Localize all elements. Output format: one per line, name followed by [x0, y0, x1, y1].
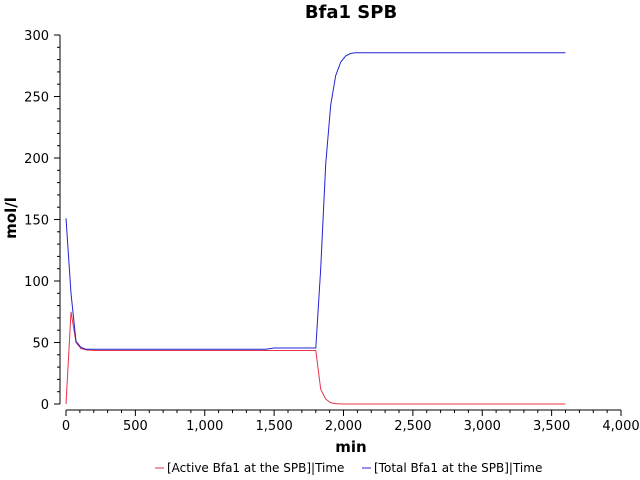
- x-tick-label: 3,500: [533, 419, 570, 434]
- series-layer: [65, 52, 566, 405]
- x-tick-label: 500: [123, 419, 148, 434]
- y-tick-label: 0: [41, 398, 49, 413]
- x-tick-label: 4,000: [602, 419, 639, 434]
- x-tick-label: 2,000: [325, 419, 362, 434]
- x-axis-label: min: [335, 438, 366, 456]
- axes: 0 500 1,000 1,500 2,000 2,500 3,000 3,500 4,000 0…: [24, 29, 639, 434]
- series-line-1: [65, 311, 566, 405]
- y-tick-label: 300: [24, 29, 49, 44]
- x-tick-label: 2,500: [394, 419, 431, 434]
- x-tick-label: 1,500: [256, 419, 293, 434]
- chart-title: Bfa1 SPB: [305, 2, 397, 23]
- legend: [Active Bfa1 at the SPB]|Time [Total Bfa1…: [155, 461, 542, 475]
- y-tick-label: 200: [24, 152, 49, 167]
- y-axis-label: mol/l: [2, 197, 20, 239]
- y-tick-label: 100: [24, 275, 49, 290]
- y-tick-label: 150: [24, 214, 49, 229]
- y-tick-label: 250: [24, 91, 49, 106]
- x-tick-label: 3,000: [464, 419, 501, 434]
- legend-label-2: [Total Bfa1 at the SPB]|Time: [374, 461, 542, 475]
- legend-label-1: [Active Bfa1 at the SPB]|Time: [167, 461, 344, 475]
- x-tick-label: 1,000: [186, 419, 223, 434]
- x-tick-label: 0: [62, 419, 70, 434]
- series-line-2: [65, 52, 566, 350]
- y-tick-label: 50: [32, 337, 49, 352]
